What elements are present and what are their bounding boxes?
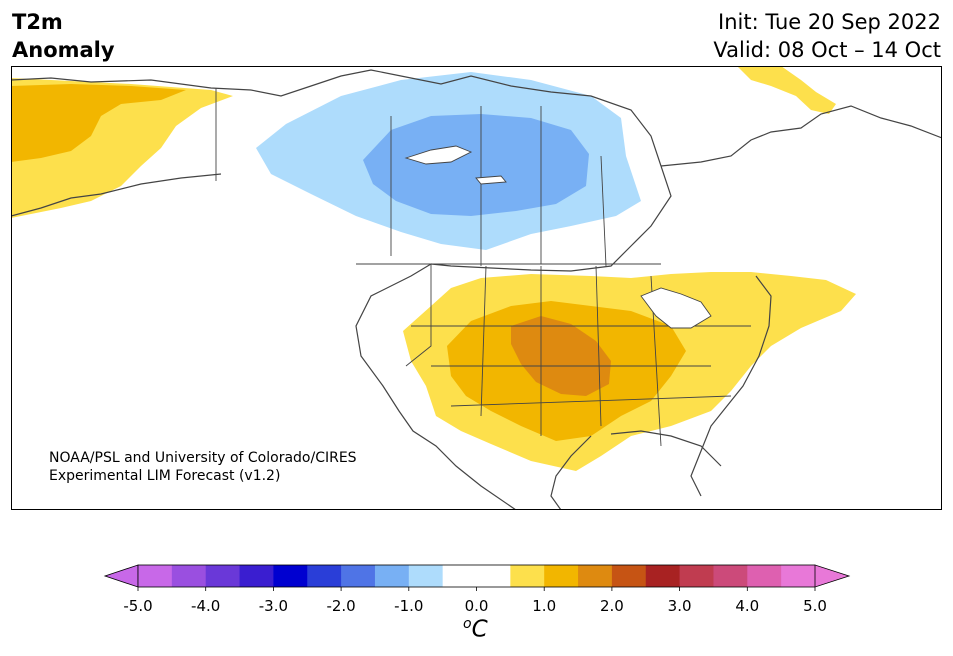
credit-line-1: NOAA/PSL and University of Colorado/CIRE…	[49, 450, 357, 466]
credit-line-2: Experimental LIM Forecast (v1.2)	[49, 468, 281, 484]
alaska-orange-region	[11, 84, 186, 162]
colorbar-swatch	[205, 565, 241, 587]
init-date: Init: Tue 20 Sep 2022	[718, 10, 941, 34]
unit-degree: o	[463, 616, 472, 632]
colorbar-swatch	[578, 565, 613, 587]
colorbar-tick-label: -3.0	[258, 597, 289, 615]
greenland-yellow-region	[737, 66, 836, 114]
colorbar-swatch	[273, 565, 308, 587]
colorbar-tick-label: -1.0	[394, 597, 424, 615]
colorbar-swatch	[611, 565, 647, 587]
colorbar-swatch	[747, 565, 782, 587]
colorbar-tick-label: 4.0	[735, 597, 760, 615]
unit-celsius: C	[471, 616, 488, 643]
colorbar-swatch	[679, 565, 714, 587]
colorbar-swatch	[374, 565, 410, 587]
valid-date: Valid: 08 Oct – 14 Oct	[713, 38, 941, 62]
anomaly-label: Anomaly	[12, 38, 115, 62]
anomaly-map	[11, 66, 942, 510]
colorbar-max-arrow	[814, 564, 851, 588]
credit-text: NOAA/PSL and University of Colorado/CIRE…	[49, 449, 357, 485]
colorbar-tick-label: 3.0	[667, 597, 692, 615]
forecast-dates: Init: Tue 20 Sep 2022 Valid: 08 Oct – 14…	[713, 8, 941, 64]
canada-mid-blue-region	[363, 114, 589, 216]
colorbar-swatch	[781, 565, 816, 587]
colorbar-tick-label: -4.0	[191, 597, 221, 615]
variable-label: T2m	[12, 10, 63, 34]
colorbar-tick-label: 0.0	[464, 597, 489, 615]
colorbar-tick-label: 2.0	[599, 597, 624, 615]
coastlines	[11, 69, 942, 510]
colorbar-tick-label: 1.0	[532, 597, 557, 615]
us-dark-orange-region	[511, 316, 611, 396]
map-title: T2m Anomaly	[12, 8, 115, 64]
colorbar-swatch	[239, 565, 274, 587]
colorbar-tick-label: 5.0	[803, 597, 827, 615]
colorbar-swatch	[408, 565, 444, 587]
colorbar-swatch	[442, 565, 477, 587]
colorbar-swatch	[171, 565, 207, 587]
colorbar-swatch	[544, 565, 579, 587]
colorbar-swatch	[510, 565, 545, 587]
colorbar-swatch	[713, 565, 748, 587]
colorbar-swatch	[341, 565, 376, 587]
hudson-bay-lakes	[404, 145, 712, 329]
colorbar-swatch	[645, 565, 681, 587]
colorbar-min-arrow	[103, 564, 139, 588]
political-borders	[215, 88, 751, 447]
colorbar-swatch	[138, 565, 173, 587]
colorbar-swatch	[476, 565, 511, 587]
colorbar-tick-label: -2.0	[326, 597, 356, 615]
colorbar	[103, 564, 851, 591]
colorbar-swatch	[307, 565, 342, 587]
colorbar-tick-label: -5.0	[123, 597, 153, 615]
unit-label: oC	[463, 616, 488, 643]
map-frame	[11, 66, 942, 510]
